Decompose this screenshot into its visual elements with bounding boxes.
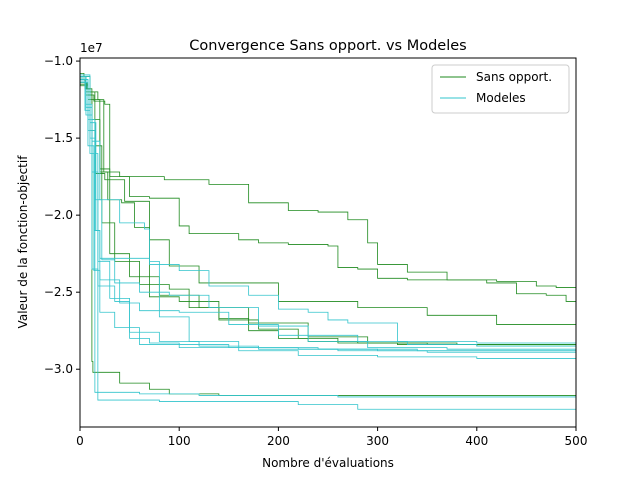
legend-label-modeles: Modeles: [476, 91, 526, 105]
y-axis-label: Valeur de la fonction-objectif: [16, 155, 30, 329]
x-axis: 0 100 200 300 400 500: [76, 427, 587, 448]
y-offset-label: 1e7: [80, 41, 103, 55]
series-line-sans-1: [80, 76, 576, 302]
series-layer: [80, 73, 576, 410]
y-tick-label: −1.0: [44, 54, 73, 68]
series-line-modeles-7: [80, 80, 576, 348]
x-tick-label: 400: [465, 434, 488, 448]
x-tick-label: 300: [366, 434, 389, 448]
series-line-modeles-11: [80, 82, 576, 359]
x-tick-label: 200: [267, 434, 290, 448]
plot-frame: [79, 57, 577, 428]
legend-label-sans: Sans opport.: [476, 70, 552, 84]
y-tick-label: −3.0: [44, 362, 73, 376]
x-tick-label: 500: [565, 434, 588, 448]
y-tick-label: −2.0: [44, 208, 73, 222]
series-line-sans-2: [80, 83, 576, 297]
series-line-modeles-9: [80, 79, 576, 410]
x-tick-label: 0: [76, 434, 84, 448]
legend-box: [431, 64, 570, 114]
x-axis-label: Nombre d'évaluations: [262, 456, 394, 470]
chart-title: Convergence Sans opport. vs Modeles: [189, 38, 466, 54]
legend: Sans opport. Modeles: [431, 64, 570, 114]
y-axis: −1.0 −1.5 −2.0 −2.5 −3.0: [44, 54, 80, 376]
y-tick-label: −1.5: [44, 131, 73, 145]
y-tick-label: −2.5: [44, 285, 73, 299]
x-tick-label: 100: [168, 434, 191, 448]
series-line-modeles-15: [80, 80, 576, 352]
